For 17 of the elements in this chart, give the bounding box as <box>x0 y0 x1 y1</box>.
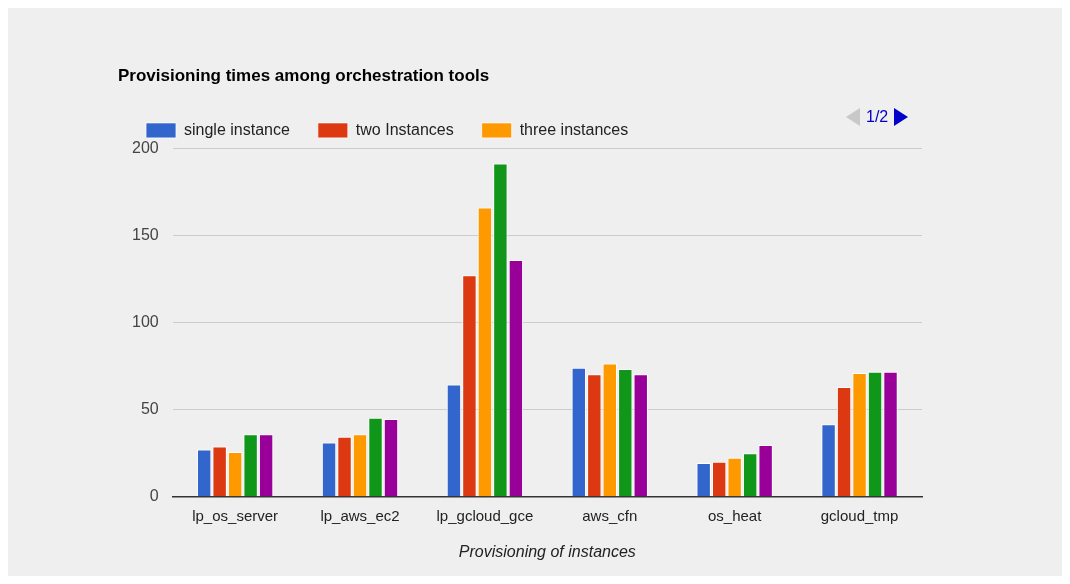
y-tick-label: 100 <box>131 313 159 331</box>
x-tick-label: lp_aws_ec2 <box>320 506 400 524</box>
y-tick-label: 200 <box>131 138 159 156</box>
y-tick-label: 150 <box>131 225 159 243</box>
legend-label: two Instances <box>355 120 454 138</box>
y-tick-label: 50 <box>140 400 159 418</box>
x-tick-label: lp_gcloud_gce <box>436 506 534 524</box>
legend-label: three instances <box>519 120 629 138</box>
x-tick-label: os_heat <box>707 506 763 524</box>
x-axis-title: Provisioning of instances <box>458 542 636 560</box>
y-tick-label: 0 <box>149 487 159 505</box>
x-tick-label: aws_cfn <box>582 506 638 524</box>
text: 1/2 <box>866 108 889 126</box>
x-tick-label: lp_os_server <box>192 506 279 524</box>
x-tick-label: gcloud_tmp <box>820 506 899 524</box>
legend-label: single instance <box>184 120 290 138</box>
chart-title: Provisioning times among orchestration tools <box>118 65 490 85</box>
